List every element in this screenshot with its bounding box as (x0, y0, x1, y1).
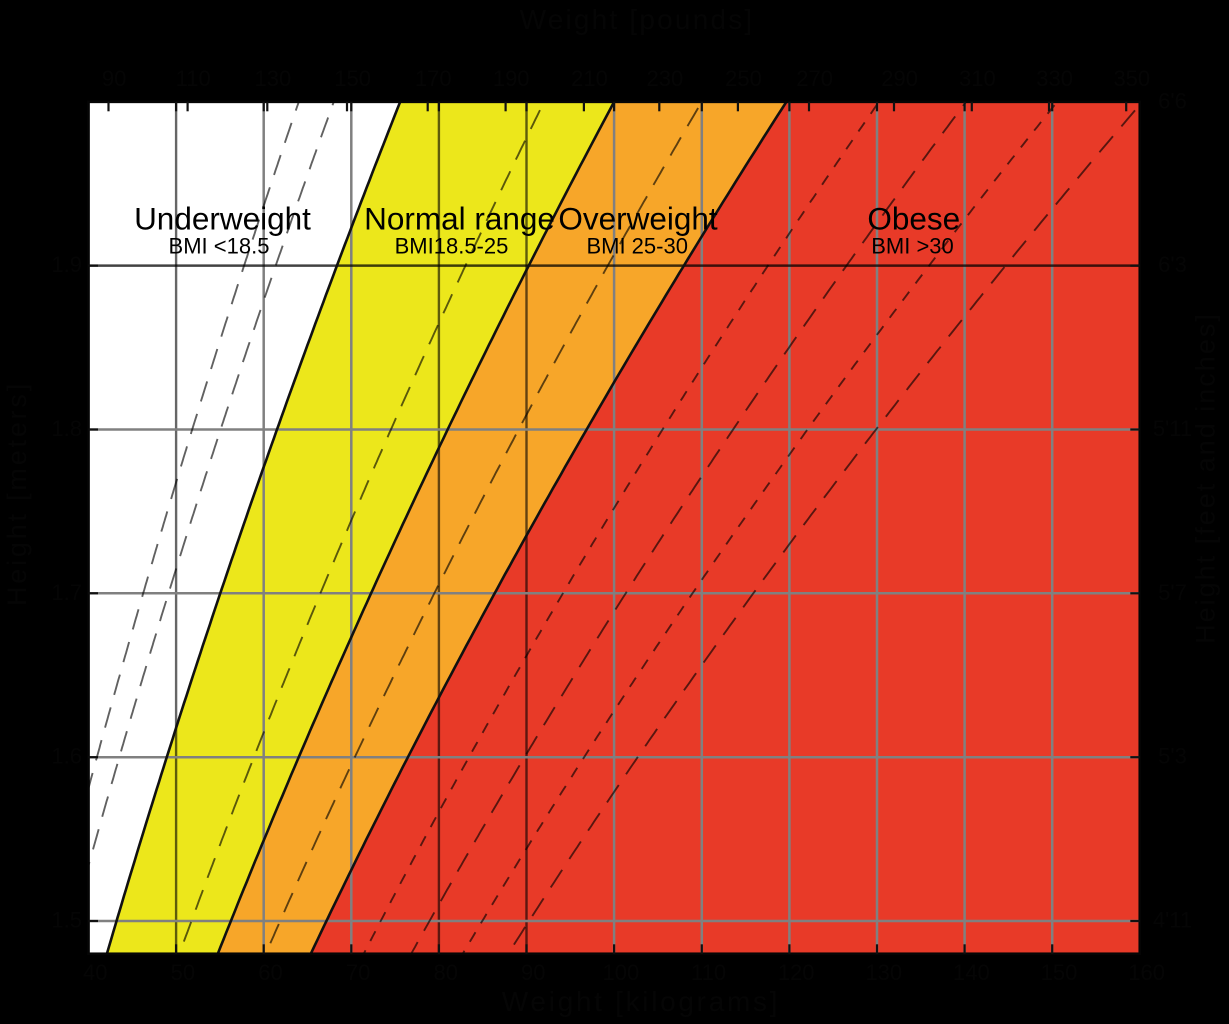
svg-text:BMI >30: BMI >30 (871, 234, 954, 259)
svg-text:70: 70 (346, 960, 370, 985)
svg-text:170: 170 (415, 66, 452, 91)
svg-text:Weight [pounds]: Weight [pounds] (520, 4, 755, 35)
svg-text:160: 160 (1128, 960, 1165, 985)
svg-text:230: 230 (647, 66, 684, 91)
svg-text:110: 110 (691, 960, 726, 985)
svg-text:190: 190 (493, 66, 530, 91)
svg-text:4'11: 4'11 (1153, 908, 1192, 933)
svg-text:130: 130 (255, 66, 292, 91)
svg-text:Underweight: Underweight (134, 201, 311, 237)
svg-text:Normal range: Normal range (364, 201, 555, 237)
svg-text:Weight [kilograms]: Weight [kilograms] (502, 986, 780, 1017)
svg-text:Height [meters]: Height [meters] (2, 381, 32, 606)
svg-text:1.9: 1.9 (51, 252, 82, 277)
svg-text:210: 210 (571, 66, 608, 91)
svg-text:250: 250 (725, 66, 762, 91)
svg-text:5'11: 5'11 (1153, 416, 1192, 441)
svg-text:5'3: 5'3 (1158, 744, 1187, 769)
svg-text:6'6: 6'6 (1158, 88, 1187, 113)
svg-text:330: 330 (1036, 66, 1073, 91)
svg-text:90: 90 (102, 66, 126, 91)
svg-text:1.6: 1.6 (51, 744, 82, 769)
svg-text:120: 120 (778, 960, 815, 985)
svg-text:140: 140 (953, 960, 990, 985)
svg-text:150: 150 (1041, 960, 1078, 985)
svg-text:110: 110 (176, 66, 211, 91)
svg-text:290: 290 (881, 66, 918, 91)
svg-text:BMI 25-30: BMI 25-30 (586, 234, 688, 259)
svg-text:1.5: 1.5 (51, 908, 82, 933)
svg-text:90: 90 (521, 960, 545, 985)
svg-text:60: 60 (258, 960, 282, 985)
svg-text:100: 100 (603, 960, 640, 985)
svg-text:50: 50 (171, 960, 195, 985)
svg-text:1.7: 1.7 (51, 580, 82, 605)
svg-text:BMI18.5-25: BMI18.5-25 (395, 234, 509, 259)
svg-text:150: 150 (334, 66, 371, 91)
svg-text:40: 40 (83, 960, 107, 985)
svg-text:Height [feet and inches]: Height [feet and inches] (1191, 312, 1221, 644)
svg-text:350: 350 (1113, 66, 1150, 91)
svg-text:Overweight: Overweight (558, 201, 718, 237)
svg-text:130: 130 (865, 960, 902, 985)
svg-text:5'7: 5'7 (1158, 580, 1187, 605)
svg-text:80: 80 (433, 960, 457, 985)
svg-text:Obese: Obese (867, 201, 960, 237)
svg-text:6'3: 6'3 (1158, 252, 1187, 277)
svg-text:1.8: 1.8 (51, 416, 82, 441)
svg-text:270: 270 (796, 66, 833, 91)
svg-text:310: 310 (959, 66, 996, 91)
svg-text:BMI <18.5: BMI <18.5 (169, 234, 270, 259)
